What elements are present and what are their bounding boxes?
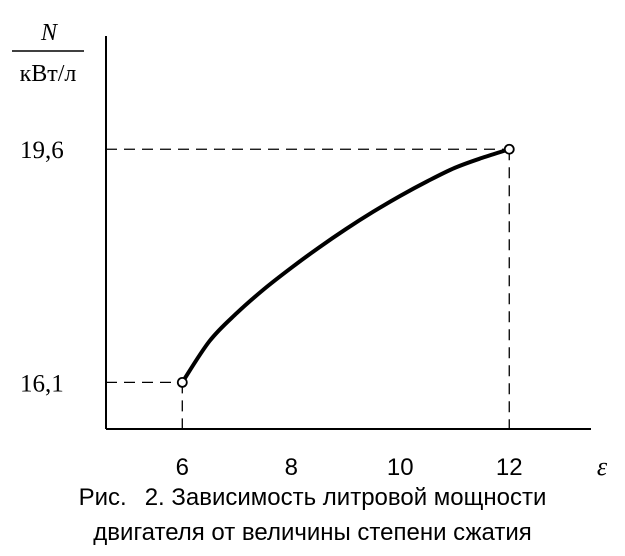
y-tick-label-0: 16,1 — [20, 370, 64, 397]
x-tick-label-2: 10 — [387, 454, 414, 480]
data-point-0 — [176, 376, 188, 388]
figure-caption-line-2: двигателя от величины степени сжатия — [93, 519, 532, 546]
x-tick-label-1: 8 — [285, 454, 298, 480]
y-axis-label-symbol: N — [40, 20, 59, 46]
guide-lines — [106, 148, 510, 429]
x-tick-label-0: 6 — [176, 454, 189, 480]
chart: 6 8 10 12 16,1 19,6 N кВт/л ε — [12, 20, 608, 480]
endpoint-markers — [176, 143, 515, 388]
x-tick-labels: 6 8 10 12 — [176, 454, 523, 480]
y-axis-label-unit: кВт/л — [20, 61, 77, 87]
y-tick-labels: 16,1 19,6 — [20, 137, 64, 397]
x-axis-label: ε — [597, 452, 608, 480]
data-point-1 — [503, 143, 515, 155]
power-curve — [180, 147, 512, 385]
figure-caption-title: 2. Зависимость литровой мощности — [144, 484, 547, 511]
figure-caption-line-1: Рис. 2. Зависимость литровой мощности — [0, 482, 625, 514]
x-tick-label-3: 12 — [496, 454, 523, 480]
figure-caption-prefix: Рис. — [78, 484, 127, 511]
y-tick-label-1: 19,6 — [20, 137, 64, 164]
